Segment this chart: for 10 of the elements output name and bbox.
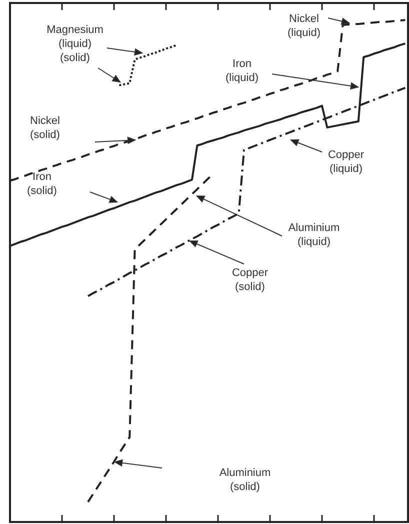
annotation: Iron (liquid)	[225, 58, 259, 84]
annotation: Iron (solid)	[27, 171, 57, 197]
annotation: Nickel (liquid)	[287, 13, 321, 39]
annotation: Magnesium (liquid)	[46, 24, 104, 50]
annotation: Nickel (solid)	[30, 115, 60, 141]
annotation: Copper (liquid)	[328, 149, 364, 175]
annotation: (solid)	[60, 52, 90, 64]
annotation: Copper (solid)	[232, 267, 268, 293]
annotation: Aluminium (liquid)	[288, 222, 340, 248]
annotation: Aluminium (solid)	[219, 467, 271, 493]
